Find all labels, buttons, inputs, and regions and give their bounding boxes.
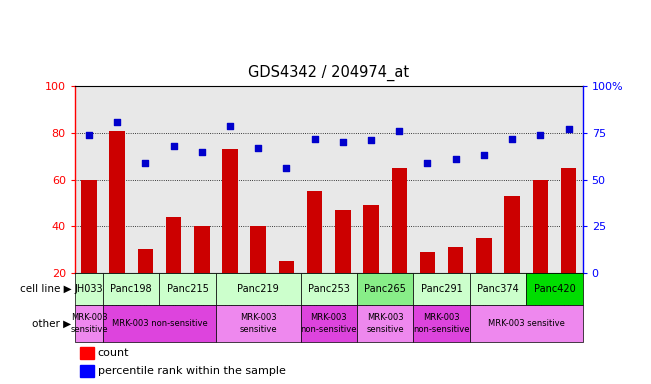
Bar — [448, 247, 464, 273]
Point — [197, 149, 207, 155]
Text: MRK-003
non-sensitive: MRK-003 non-sensitive — [413, 313, 470, 334]
Point — [422, 160, 433, 166]
Bar — [413, 273, 470, 305]
Point — [253, 145, 264, 151]
Bar — [307, 191, 322, 273]
Text: Panc253: Panc253 — [308, 284, 350, 294]
Bar — [222, 149, 238, 273]
Text: cell line ▶: cell line ▶ — [20, 284, 72, 294]
Text: Panc219: Panc219 — [238, 284, 279, 294]
Bar — [505, 196, 520, 273]
Point — [225, 122, 235, 129]
Text: Panc420: Panc420 — [534, 284, 575, 294]
Bar — [470, 305, 583, 342]
Bar — [75, 305, 103, 342]
Bar — [279, 261, 294, 273]
Bar — [335, 210, 351, 273]
Point — [450, 156, 461, 162]
Bar — [159, 273, 216, 305]
Bar — [476, 238, 492, 273]
Bar — [561, 168, 576, 273]
Bar — [301, 305, 357, 342]
Bar — [81, 180, 97, 273]
Point — [563, 126, 574, 132]
Text: GDS4342 / 204974_at: GDS4342 / 204974_at — [248, 65, 409, 81]
Point — [535, 132, 546, 138]
Bar — [103, 273, 159, 305]
Point — [309, 136, 320, 142]
Bar — [137, 249, 153, 273]
Bar — [420, 252, 436, 273]
Text: Panc198: Panc198 — [111, 284, 152, 294]
Bar — [216, 305, 301, 342]
Text: other ▶: other ▶ — [33, 318, 72, 329]
Bar — [75, 273, 103, 305]
Bar — [194, 226, 210, 273]
Point — [140, 160, 150, 166]
Point — [84, 132, 94, 138]
Bar — [109, 131, 125, 273]
Bar — [166, 217, 182, 273]
Bar — [103, 305, 216, 342]
Bar — [533, 180, 548, 273]
Bar — [357, 305, 413, 342]
Text: MRK-003
sensitive: MRK-003 sensitive — [70, 313, 108, 334]
Point — [281, 165, 292, 171]
Text: Panc291: Panc291 — [421, 284, 462, 294]
Text: MRK-003 non-sensitive: MRK-003 non-sensitive — [111, 319, 208, 328]
Point — [112, 119, 122, 125]
Bar — [357, 273, 413, 305]
Bar — [470, 273, 526, 305]
Bar — [391, 168, 407, 273]
Bar — [251, 226, 266, 273]
Text: MRK-003 sensitive: MRK-003 sensitive — [488, 319, 564, 328]
Point — [394, 128, 404, 134]
Point — [338, 139, 348, 146]
Point — [366, 137, 376, 144]
Text: Panc265: Panc265 — [365, 284, 406, 294]
Text: Panc215: Panc215 — [167, 284, 208, 294]
Point — [478, 152, 489, 158]
Point — [507, 136, 518, 142]
Text: percentile rank within the sample: percentile rank within the sample — [98, 366, 286, 376]
Text: count: count — [98, 348, 129, 358]
Text: MRK-003
sensitive: MRK-003 sensitive — [367, 313, 404, 334]
Bar — [413, 305, 470, 342]
Bar — [526, 273, 583, 305]
Text: MRK-003
sensitive: MRK-003 sensitive — [240, 313, 277, 334]
Bar — [301, 273, 357, 305]
Text: JH033: JH033 — [75, 284, 104, 294]
Point — [169, 143, 179, 149]
Text: Panc374: Panc374 — [477, 284, 519, 294]
Bar — [363, 205, 379, 273]
Bar — [80, 347, 94, 359]
Bar — [80, 365, 94, 377]
Bar — [216, 273, 301, 305]
Text: MRK-003
non-sensitive: MRK-003 non-sensitive — [301, 313, 357, 334]
